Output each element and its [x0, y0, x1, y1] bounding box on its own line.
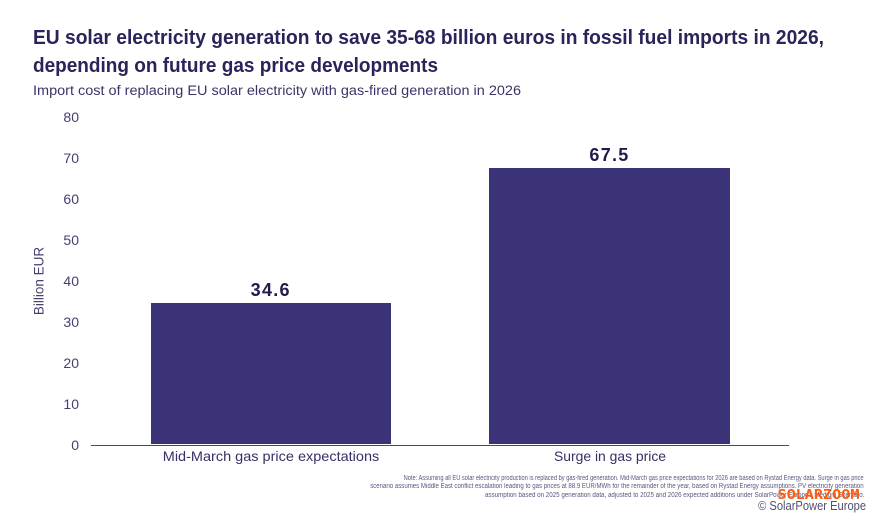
y-tick-label: 10: [63, 395, 79, 412]
bar-1: [150, 302, 391, 445]
copyright: © SolarPower Europe: [758, 498, 866, 513]
y-tick-label: 60: [63, 191, 79, 208]
y-tick-label: 70: [63, 150, 79, 167]
chart-title-line-2: depending on future gas price developmen…: [33, 55, 438, 78]
y-tick-label: 30: [63, 313, 79, 330]
x-category-label: Surge in gas price: [553, 447, 666, 464]
watermark: SOLARZOOM: [777, 487, 859, 503]
bar-value-label: 67.5: [589, 145, 630, 166]
x-axis-line: [91, 444, 789, 446]
y-tick-label: 80: [63, 109, 79, 126]
footnote: Note: Assuming all EU solar electricity …: [296, 474, 865, 501]
footnote-line: scenario assumes Middle East conflict es…: [370, 483, 865, 491]
chart-title-line-1: EU solar electricity generation to save …: [33, 27, 824, 49]
x-category-label: Mid-March gas price expectations: [162, 447, 380, 464]
chart-subtitle: Import cost of replacing EU solar electr…: [33, 83, 521, 98]
bar-2: [489, 168, 730, 445]
y-tick-label: 50: [63, 231, 79, 248]
y-tick-label: 20: [63, 354, 79, 371]
footnote-line: Note: Assuming all EU solar electricity …: [404, 474, 864, 482]
y-tick-label: 40: [63, 272, 79, 289]
bar-value-label: 34.6: [250, 279, 291, 300]
y-tick-label: 0: [71, 436, 79, 453]
footnote-line: assumption based on 2025 generation data…: [484, 491, 865, 499]
